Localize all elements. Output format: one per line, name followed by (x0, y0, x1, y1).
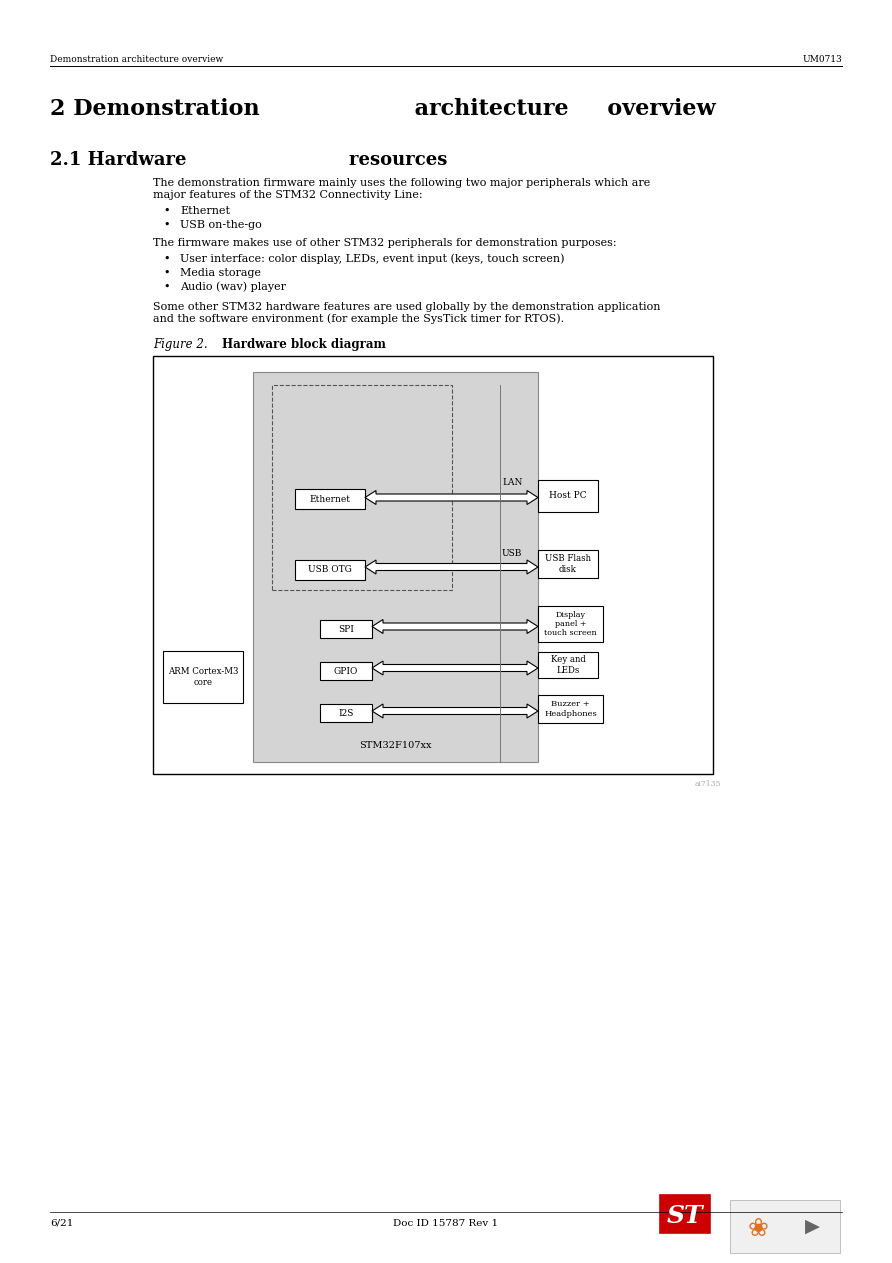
Text: Display
panel +
touch screen: Display panel + touch screen (544, 611, 597, 638)
Text: major features of the STM32 Connectivity Line:: major features of the STM32 Connectivity… (153, 189, 423, 200)
Text: •: • (163, 268, 169, 278)
Text: UM0713: UM0713 (802, 56, 842, 64)
Text: The firmware makes use of other STM32 peripherals for demonstration purposes:: The firmware makes use of other STM32 pe… (153, 237, 616, 248)
Polygon shape (372, 661, 538, 674)
Bar (153, 356, 713, 774)
Text: •: • (163, 220, 169, 230)
Text: STM32F107xx: STM32F107xx (359, 741, 432, 750)
Text: User interface: color display, LEDs, event input (keys, touch screen): User interface: color display, LEDs, eve… (180, 254, 565, 264)
Bar (295, 560, 365, 580)
Text: I2S: I2S (338, 709, 354, 717)
Bar (538, 549, 598, 578)
Bar (272, 385, 452, 590)
Text: LAN: LAN (502, 477, 523, 488)
Text: SPI: SPI (338, 624, 354, 634)
Polygon shape (372, 619, 538, 634)
Text: Host PC: Host PC (549, 491, 587, 500)
Polygon shape (372, 703, 538, 717)
Text: The demonstration firmware mainly uses the following two major peripherals which: The demonstration firmware mainly uses t… (153, 178, 650, 188)
Bar (253, 373, 538, 762)
Bar (538, 652, 598, 678)
Text: USB: USB (502, 549, 523, 558)
Polygon shape (365, 490, 538, 504)
Bar (660, 1195, 710, 1233)
Bar (320, 703, 372, 722)
Polygon shape (365, 560, 538, 573)
Bar (538, 480, 598, 512)
Text: Figure 2.: Figure 2. (153, 338, 208, 351)
Text: and the software environment (for example the SysTick timer for RTOS).: and the software environment (for exampl… (153, 313, 564, 325)
Text: •: • (163, 254, 169, 264)
Bar (295, 489, 365, 509)
Bar (320, 662, 372, 679)
Text: ARM Cortex-M3
core: ARM Cortex-M3 core (168, 667, 238, 687)
Bar (320, 620, 372, 638)
Text: •: • (163, 206, 169, 216)
Text: SΤ: SΤ (666, 1204, 703, 1228)
Text: Buzzer +
Headphones: Buzzer + Headphones (544, 701, 597, 717)
Text: 2.1 Hardware                          resources: 2.1 Hardware resources (50, 152, 448, 169)
Bar (163, 650, 243, 703)
Text: GPIO: GPIO (334, 667, 359, 676)
Bar (730, 1200, 840, 1253)
Text: ❀: ❀ (747, 1218, 769, 1242)
Text: Ethernet: Ethernet (310, 495, 351, 504)
Text: USB OTG: USB OTG (308, 566, 352, 575)
Text: ▶: ▶ (805, 1218, 820, 1236)
Text: Demonstration architecture overview: Demonstration architecture overview (50, 56, 223, 64)
Text: Audio (wav) player: Audio (wav) player (180, 282, 286, 292)
Text: Hardware block diagram: Hardware block diagram (222, 338, 386, 351)
Text: Doc ID 15787 Rev 1: Doc ID 15787 Rev 1 (393, 1219, 499, 1228)
Text: USB Flash
disk: USB Flash disk (545, 554, 591, 573)
Text: •: • (163, 282, 169, 292)
Text: Key and
LEDs: Key and LEDs (550, 655, 585, 674)
Bar (538, 606, 603, 642)
Text: Ethernet: Ethernet (180, 206, 230, 216)
Text: Media storage: Media storage (180, 268, 261, 278)
Bar (538, 695, 603, 722)
Text: ai7135: ai7135 (695, 781, 722, 788)
Text: Some other STM32 hardware features are used globally by the demonstration applic: Some other STM32 hardware features are u… (153, 302, 660, 312)
Text: 6/21: 6/21 (50, 1219, 73, 1228)
Text: USB on-the-go: USB on-the-go (180, 220, 261, 230)
Text: 2 Demonstration                    architecture     overview: 2 Demonstration architecture overview (50, 99, 715, 120)
